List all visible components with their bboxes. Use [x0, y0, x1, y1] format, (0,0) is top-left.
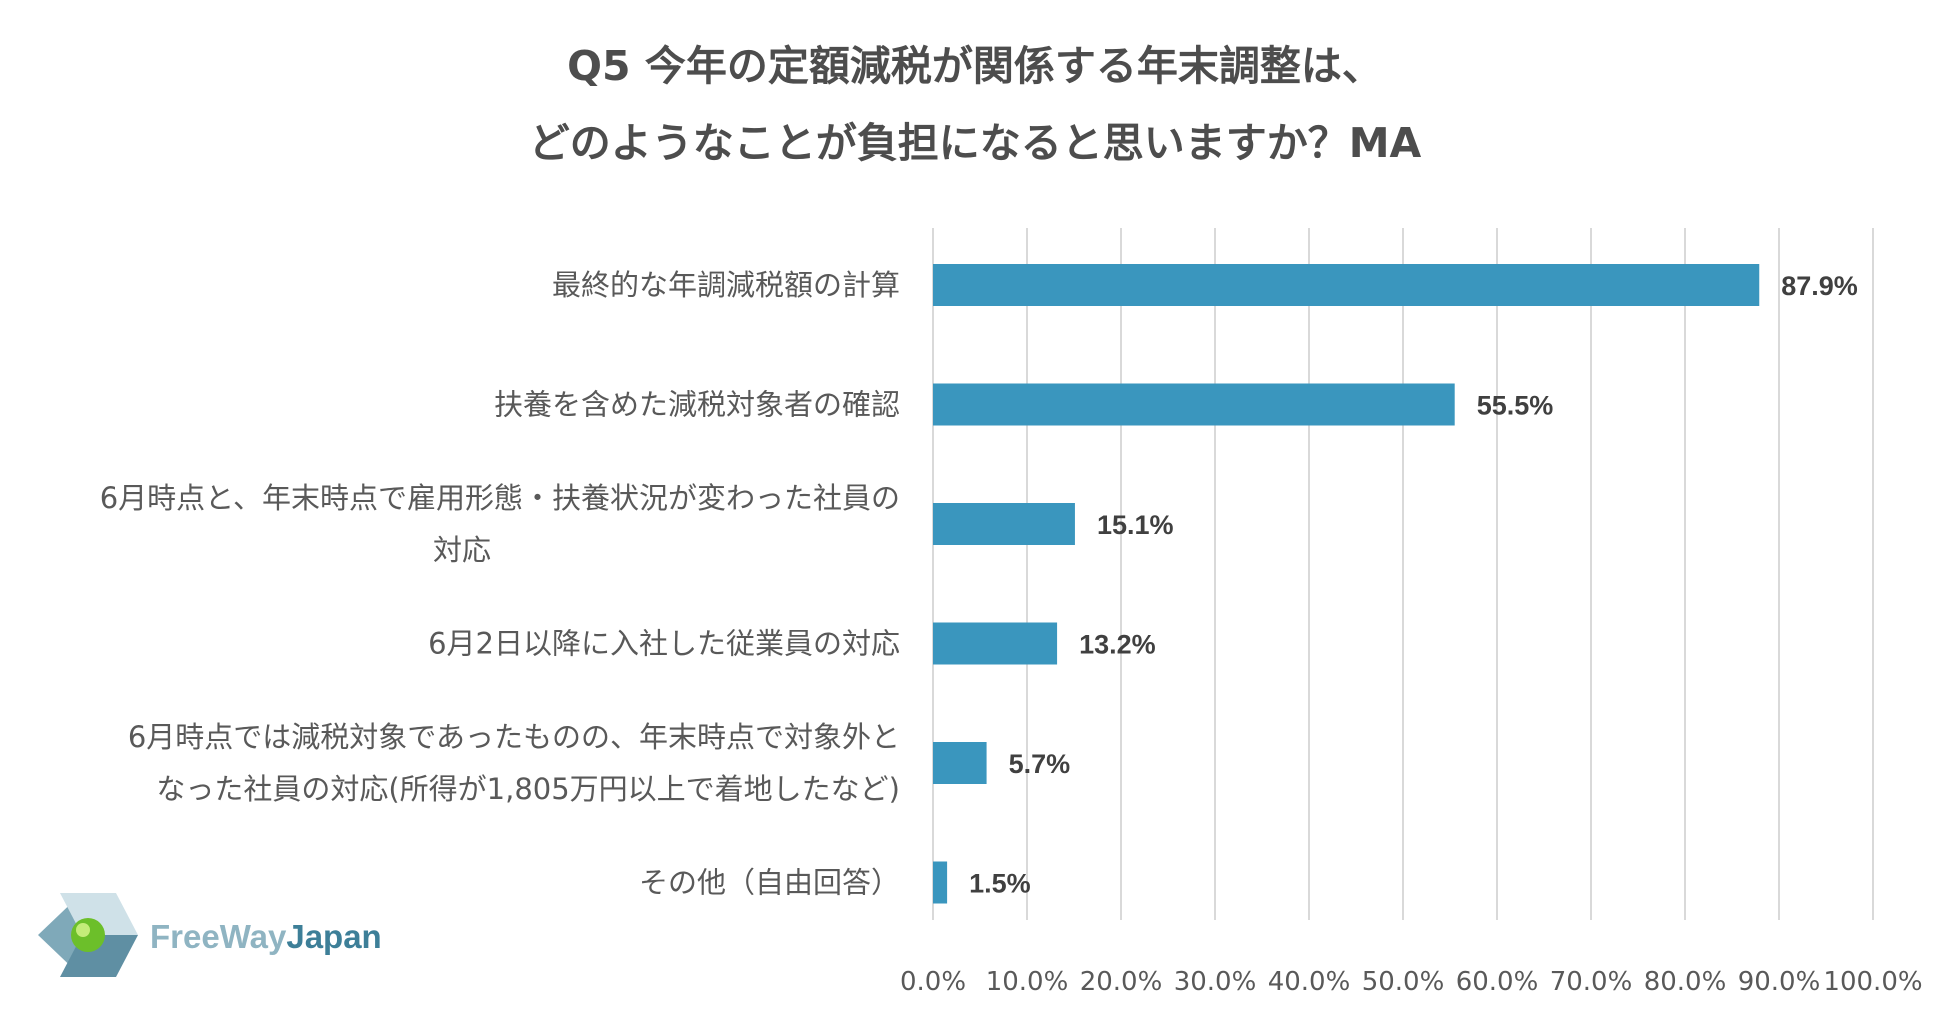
- category-label: その他（自由回答）: [639, 866, 900, 900]
- bars: [933, 264, 1760, 904]
- logo-text: FreeWayJapan: [150, 918, 382, 955]
- bar: [933, 742, 987, 784]
- chart-title-line-2: どのようなことが負担になると思いますか？MA: [529, 119, 1422, 167]
- bar: [933, 861, 948, 904]
- data-label: 5.7%: [1009, 749, 1071, 779]
- logo-text-japan: Japan: [286, 918, 381, 955]
- x-tick-label: 80.0%: [1644, 967, 1727, 997]
- x-tick-label: 30.0%: [1174, 967, 1257, 997]
- chart-title: Q5 今年の定額減税が関係する年末調整は、 どのようなことが負担になると思います…: [529, 42, 1422, 167]
- category-label: 6月時点では減税対象であったものの、年末時点で対象外と: [128, 720, 900, 754]
- category-label: 扶養を含めた減税対象者の確認: [494, 388, 900, 422]
- category-label: 6月2日以降に入社した従業員の対応: [428, 627, 900, 661]
- x-axis-tick-labels: 0.0% 10.0% 20.0% 30.0% 40.0% 50.0% 60.0% 70.0% 8…: [900, 967, 1923, 997]
- x-tick-label: 100.0%: [1823, 967, 1922, 997]
- x-tick-label: 0.0%: [900, 967, 966, 997]
- freewayjapan-logo-icon: [38, 893, 138, 977]
- data-label: 1.5%: [969, 869, 1031, 899]
- data-label: 55.5%: [1477, 391, 1554, 421]
- category-label: 対応: [433, 533, 491, 567]
- x-tick-label: 70.0%: [1550, 967, 1633, 997]
- x-tick-label: 20.0%: [1080, 967, 1163, 997]
- bar: [933, 383, 1455, 426]
- gridlines: [932, 228, 1874, 920]
- data-label: 13.2%: [1079, 630, 1156, 660]
- x-tick-label: 40.0%: [1268, 967, 1351, 997]
- bar: [933, 622, 1058, 665]
- category-label: なった社員の対応(所得が1,805万円以上で着地したなど): [156, 772, 900, 806]
- logo-text-freeway: FreeWay: [150, 918, 287, 955]
- x-tick-label: 90.0%: [1738, 967, 1821, 997]
- freewayjapan-logo: FreeWayJapan: [38, 893, 382, 977]
- chart-title-line-1: Q5 今年の定額減税が関係する年末調整は、: [567, 42, 1383, 90]
- bar: [933, 503, 1075, 545]
- category-label: 最終的な年調減税額の計算: [552, 268, 900, 302]
- x-tick-label: 10.0%: [986, 967, 1069, 997]
- data-label: 87.9%: [1781, 271, 1858, 301]
- x-tick-label: 50.0%: [1362, 967, 1445, 997]
- bar: [933, 264, 1760, 306]
- data-label: 15.1%: [1097, 510, 1174, 540]
- data-labels: 87.9% 55.5% 15.1% 13.2% 5.7% 1.5%: [969, 271, 1858, 899]
- x-tick-label: 60.0%: [1456, 967, 1539, 997]
- category-label: 6月時点と、年末時点で雇用形態・扶養状況が変わった社員の: [100, 481, 900, 515]
